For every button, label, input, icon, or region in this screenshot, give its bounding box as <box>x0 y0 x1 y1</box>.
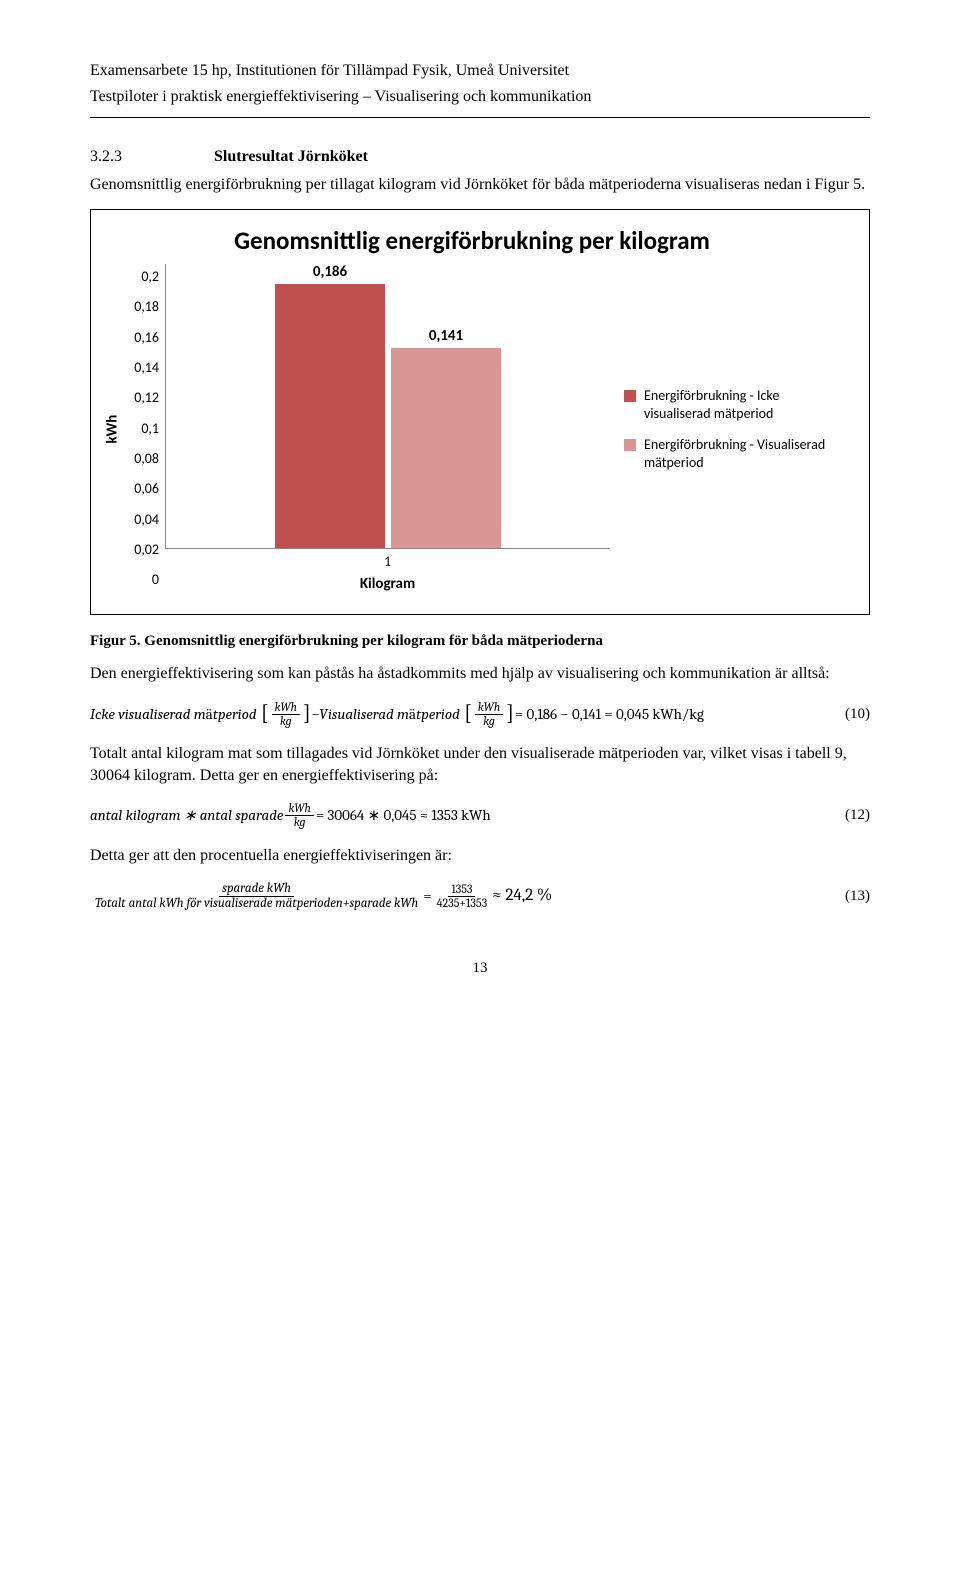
chart-inner: kWh 0,20,180,160,140,120,10,080,060,040,… <box>99 264 845 594</box>
chart-container: Genomsnittlig energiförbrukning per kilo… <box>90 209 870 615</box>
legend-swatch <box>624 390 636 402</box>
equation-13-body: sparade kWh Totalt antal kWh för visuali… <box>90 882 552 910</box>
y-tick: 0,14 <box>125 359 159 378</box>
eq-frac-num: kWh <box>272 701 300 715</box>
chart-bar: 0,186 <box>275 284 385 548</box>
bar-value-label: 0,186 <box>275 262 385 282</box>
paragraph-2: Totalt antal kilogram mat som tillagades… <box>90 743 870 786</box>
bar-value-label: 0,141 <box>391 326 501 346</box>
eq-frac-num: sparade kWh <box>219 882 294 897</box>
equation-10: Icke visualiserad mätperiod [kWhkg] − Vi… <box>90 701 870 727</box>
doc-header-line1: Examensarbete 15 hp, Institutionen för T… <box>90 60 870 82</box>
legend-item: Energiförbrukning - Visualiserad mätperi… <box>624 436 845 471</box>
chart-bar: 0,141 <box>391 348 501 548</box>
y-tick: 0,18 <box>125 298 159 317</box>
chart-title: Genomsnittlig energiförbrukning per kilo… <box>99 224 845 258</box>
eq-frac-den: 4235+1353 <box>434 897 491 910</box>
equation-10-num: (10) <box>833 704 870 724</box>
page-number: 13 <box>90 958 870 978</box>
eq-text: − <box>312 704 320 724</box>
x-axis-tick: 1 <box>165 549 610 572</box>
y-tick: 0,12 <box>125 389 159 408</box>
paragraph-1: Den energieffektivisering som kan påstås… <box>90 663 870 685</box>
figure-caption: Figur 5. Genomsnittlig energiförbrukning… <box>90 631 870 651</box>
eq-text: = 30064 ∗ 0,045 ≈ 1353 kWh <box>316 805 491 825</box>
header-divider <box>90 117 870 118</box>
legend-swatch <box>624 439 636 451</box>
plot-area: 0,1860,141 <box>165 264 610 549</box>
equation-12-num: (12) <box>833 805 870 825</box>
section-number: 3.2.3 <box>90 146 210 168</box>
eq-frac-den: kg <box>277 715 295 728</box>
y-tick: 0,16 <box>125 329 159 348</box>
eq-frac-num: kWh <box>285 802 313 816</box>
section-heading: 3.2.3 Slutresultat Jörnköket <box>90 146 870 168</box>
eq-frac-den: kg <box>480 715 498 728</box>
section-title: Slutresultat Jörnköket <box>214 148 368 165</box>
equation-12: antal kilogram ∗ antal sparade kWhkg = 3… <box>90 802 870 828</box>
eq-text: antal kilogram ∗ antal sparade <box>90 805 283 825</box>
y-axis-label: kWh <box>102 415 122 444</box>
equation-13: sparade kWh Totalt antal kWh för visuali… <box>90 882 870 910</box>
eq-text: tperiod <box>416 704 460 724</box>
eq-frac-num: kWh <box>475 701 503 715</box>
plot-column: 0,1860,141 1 Kilogram <box>165 264 610 594</box>
y-tick: 0,04 <box>125 511 159 530</box>
eq-frac-den: kg <box>291 816 309 829</box>
eq-text: ä <box>206 704 213 724</box>
y-axis-label-wrap: kWh <box>99 264 125 594</box>
y-tick: 0,06 <box>125 480 159 499</box>
eq-text: = 0,186 − 0,141 = 0,045 kWh/kg <box>515 704 704 724</box>
eq-text: = <box>423 886 431 906</box>
legend-item: Energiförbrukning - Icke visualiserad mä… <box>624 387 845 422</box>
equation-10-body: Icke visualiserad mätperiod [kWhkg] − Vi… <box>90 701 704 727</box>
y-tick: 0,02 <box>125 541 159 560</box>
y-tick: 0,1 <box>125 420 159 439</box>
eq-text: Visualiserad m <box>319 704 409 724</box>
paragraph-3: Detta ger att den procentuella energieff… <box>90 845 870 867</box>
equation-13-num: (13) <box>833 886 870 906</box>
eq-text: tperiod <box>213 704 257 724</box>
legend-text: Energiförbrukning - Visualiserad mätperi… <box>644 436 845 471</box>
y-tick: 0 <box>125 571 159 590</box>
eq-text: ≈ 24,2 % <box>492 885 552 908</box>
y-tick: 0,08 <box>125 450 159 469</box>
eq-frac-num: 1353 <box>448 883 475 897</box>
chart-legend: Energiförbrukning - Icke visualiserad mä… <box>610 264 845 594</box>
eq-text: ä <box>409 704 416 724</box>
equation-12-body: antal kilogram ∗ antal sparade kWhkg = 3… <box>90 802 491 828</box>
x-axis-label: Kilogram <box>165 572 610 594</box>
y-axis-ticks: 0,2 0,18 0,16 0,14 0,12 0,1 0,08 0,06 0,04 0,02 0 <box>125 264 165 594</box>
eq-frac-den: Totalt antal kWh för visualiserade mätpe… <box>92 897 421 911</box>
y-tick: 0,2 <box>125 268 159 287</box>
eq-text: Icke visualiserad m <box>90 704 206 724</box>
doc-header-line2: Testpiloter i praktisk energieffektivise… <box>90 86 870 108</box>
section-intro: Genomsnittlig energiförbrukning per till… <box>90 174 870 196</box>
legend-text: Energiförbrukning - Icke visualiserad mä… <box>644 387 845 422</box>
